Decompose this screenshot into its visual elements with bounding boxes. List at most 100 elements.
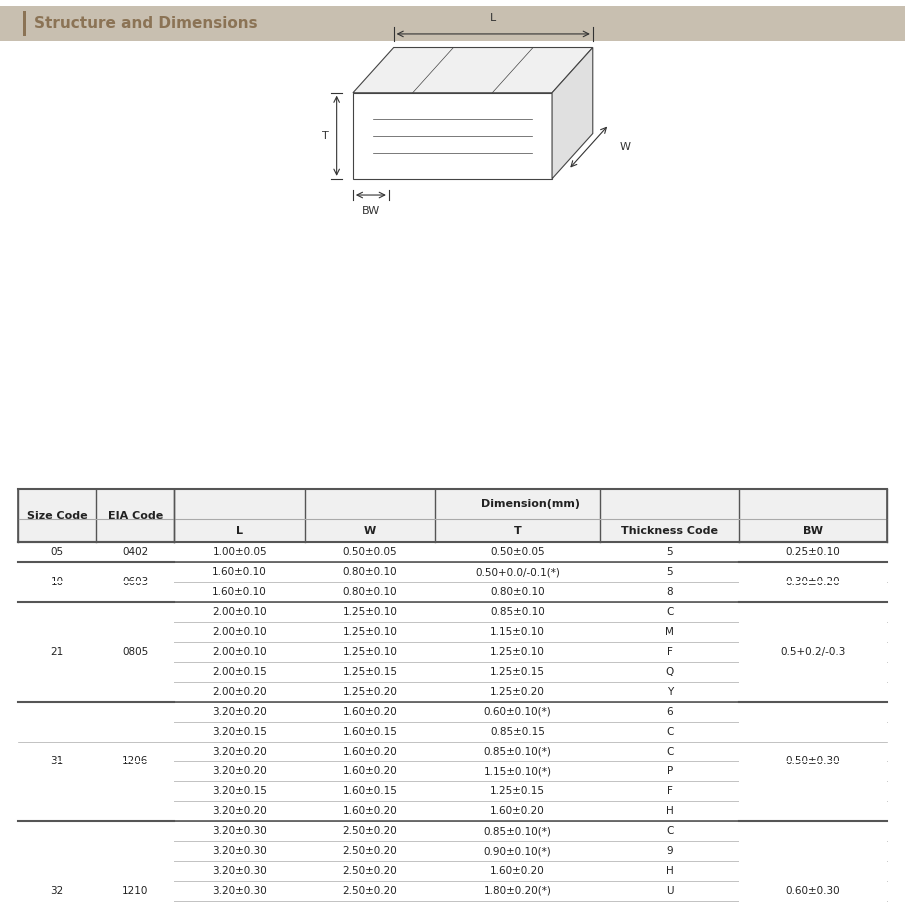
Text: 2.50±0.20: 2.50±0.20 <box>343 846 397 856</box>
Text: 0.25±0.10: 0.25±0.10 <box>786 548 841 557</box>
Bar <box>18 780 175 782</box>
Bar <box>739 840 887 842</box>
Text: 32: 32 <box>51 886 64 896</box>
Text: 0.80±0.10: 0.80±0.10 <box>343 567 397 577</box>
Text: 0.85±0.15: 0.85±0.15 <box>491 727 545 737</box>
Text: H: H <box>666 806 673 816</box>
Text: Y: Y <box>667 687 672 697</box>
Text: Structure and Dimensions: Structure and Dimensions <box>34 16 258 31</box>
Text: 0.60±0.30: 0.60±0.30 <box>786 886 841 896</box>
Bar <box>739 641 887 643</box>
Bar <box>739 681 887 682</box>
Text: Dimension(mm): Dimension(mm) <box>481 499 580 509</box>
Bar <box>739 740 887 742</box>
Text: 0.90±0.10(*): 0.90±0.10(*) <box>484 846 551 856</box>
Text: 3.20±0.30: 3.20±0.30 <box>213 846 267 856</box>
Text: BW: BW <box>803 526 823 536</box>
Text: 0.30±0.20: 0.30±0.20 <box>786 577 841 587</box>
Bar <box>18 720 175 722</box>
Text: 1.25±0.20: 1.25±0.20 <box>491 687 545 697</box>
Bar <box>0 6 905 41</box>
Text: 3.20±0.20: 3.20±0.20 <box>213 767 267 776</box>
Text: 3.20±0.30: 3.20±0.30 <box>213 886 267 896</box>
Text: 0.85±0.10(*): 0.85±0.10(*) <box>483 826 552 836</box>
Bar <box>18 880 175 881</box>
Text: 0.50±0.30: 0.50±0.30 <box>786 757 841 767</box>
Bar <box>18 900 175 901</box>
Bar <box>739 900 887 901</box>
Text: 3.20±0.20: 3.20±0.20 <box>213 806 267 816</box>
Bar <box>18 681 175 682</box>
Text: 2.00±0.10: 2.00±0.10 <box>213 627 267 637</box>
Text: 1.00±0.05: 1.00±0.05 <box>213 548 267 557</box>
Bar <box>18 661 175 662</box>
Text: 3.20±0.30: 3.20±0.30 <box>213 866 267 876</box>
Bar <box>18 621 175 623</box>
Bar <box>739 860 887 862</box>
Text: C: C <box>666 727 673 737</box>
Text: 5: 5 <box>666 548 673 557</box>
Text: 1.25±0.20: 1.25±0.20 <box>342 687 397 697</box>
Text: 1.60±0.20: 1.60±0.20 <box>343 747 397 757</box>
Bar <box>18 581 175 583</box>
Text: 0.85±0.10(*): 0.85±0.10(*) <box>483 747 552 757</box>
Text: 1.25±0.10: 1.25±0.10 <box>491 647 545 657</box>
Text: 31: 31 <box>51 757 64 767</box>
Text: 3.20±0.30: 3.20±0.30 <box>213 826 267 836</box>
Text: W: W <box>364 526 376 536</box>
Text: 2.50±0.20: 2.50±0.20 <box>343 826 397 836</box>
Text: 1.25±0.15: 1.25±0.15 <box>491 786 545 796</box>
Text: 3.20±0.15: 3.20±0.15 <box>212 786 267 796</box>
Text: 0.50+0.0/-0.1(*): 0.50+0.0/-0.1(*) <box>475 567 560 577</box>
Text: 1.15±0.10: 1.15±0.10 <box>491 627 545 637</box>
Bar <box>739 760 887 762</box>
Text: 1.25±0.15: 1.25±0.15 <box>491 667 545 677</box>
Text: Size Code: Size Code <box>27 510 88 520</box>
Text: BW: BW <box>362 206 380 216</box>
Text: 0805: 0805 <box>122 647 148 657</box>
Polygon shape <box>353 93 552 179</box>
Text: 0.50±0.05: 0.50±0.05 <box>343 548 397 557</box>
Text: 0402: 0402 <box>122 548 148 557</box>
Bar <box>18 740 175 742</box>
Text: 0.85±0.10: 0.85±0.10 <box>491 607 545 617</box>
Text: 1.60±0.20: 1.60±0.20 <box>343 806 397 816</box>
Bar <box>739 780 887 782</box>
Text: W: W <box>620 142 631 152</box>
Text: T: T <box>514 526 521 536</box>
Text: 9: 9 <box>666 846 673 856</box>
Text: 3.20±0.20: 3.20±0.20 <box>213 747 267 757</box>
Text: 21: 21 <box>51 647 64 657</box>
Text: 2.50±0.20: 2.50±0.20 <box>343 866 397 876</box>
Text: 1206: 1206 <box>122 757 148 767</box>
Polygon shape <box>353 47 593 93</box>
Text: 2.00±0.15: 2.00±0.15 <box>213 667 267 677</box>
Text: 0.60±0.10(*): 0.60±0.10(*) <box>484 707 551 717</box>
Text: 1.25±0.10: 1.25±0.10 <box>342 607 397 617</box>
Text: 2.50±0.20: 2.50±0.20 <box>343 886 397 896</box>
Text: 1.60±0.20: 1.60±0.20 <box>343 707 397 717</box>
Text: T: T <box>322 130 329 141</box>
Text: 1.25±0.10: 1.25±0.10 <box>342 647 397 657</box>
Text: 1210: 1210 <box>122 886 148 896</box>
Bar <box>18 800 175 802</box>
Polygon shape <box>552 47 593 179</box>
Text: 0.5+0.2/-0.3: 0.5+0.2/-0.3 <box>780 647 846 657</box>
Text: C: C <box>666 747 673 757</box>
Text: F: F <box>667 647 672 657</box>
Bar <box>739 661 887 662</box>
Text: 0603: 0603 <box>122 577 148 587</box>
Text: 1.60±0.10: 1.60±0.10 <box>213 567 267 577</box>
Text: 1.60±0.10: 1.60±0.10 <box>213 587 267 597</box>
Bar <box>739 880 887 881</box>
Bar <box>739 800 887 802</box>
Text: 0.50±0.05: 0.50±0.05 <box>491 548 545 557</box>
Text: 6: 6 <box>666 707 673 717</box>
Text: 3.20±0.20: 3.20±0.20 <box>213 707 267 717</box>
Bar <box>739 581 887 583</box>
Text: 1.60±0.20: 1.60±0.20 <box>343 767 397 776</box>
Bar <box>739 621 887 623</box>
Text: C: C <box>666 826 673 836</box>
Text: 0.80±0.10: 0.80±0.10 <box>343 587 397 597</box>
Text: 1.60±0.20: 1.60±0.20 <box>491 866 545 876</box>
